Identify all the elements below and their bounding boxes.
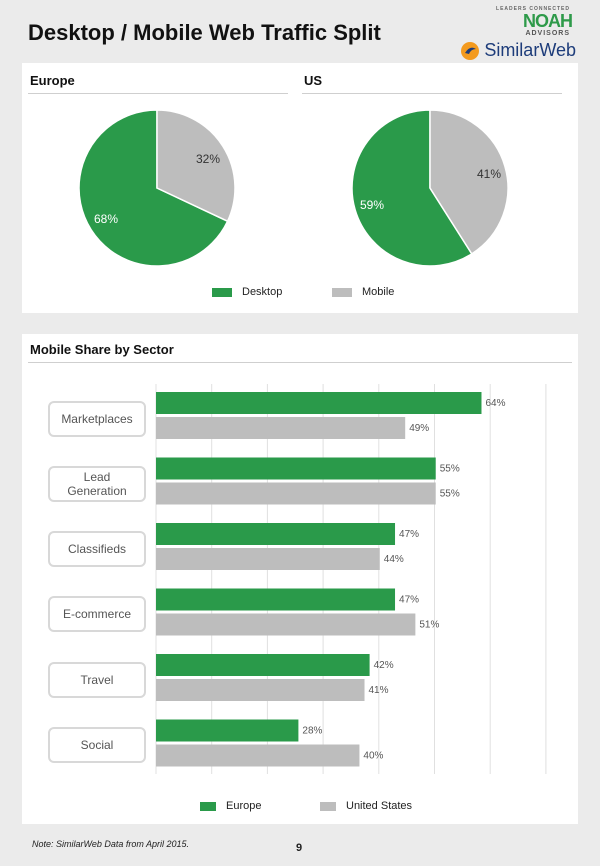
united-states-swatch (320, 801, 336, 811)
legend-desktop: Desktop (212, 286, 282, 298)
bar-europe (156, 719, 299, 742)
bar-value-label: 28% (302, 726, 322, 737)
desktop-swatch (212, 287, 232, 297)
bar-europe (156, 588, 396, 611)
bar-value-label: 42% (374, 660, 394, 671)
bar-value-label: 44% (384, 554, 404, 565)
bar-value-label: 40% (363, 751, 383, 762)
legend-mobile-label: Mobile (362, 286, 395, 298)
us-title: US (304, 73, 323, 88)
bar-united-states (156, 613, 416, 636)
mobile-swatch (332, 287, 352, 297)
bar-united-states (156, 679, 365, 701)
category-label-travel: Travel (48, 662, 146, 698)
legend-united-states-label: United States (346, 800, 413, 812)
source-note: Note: SimilarWeb Data from April 2015. (32, 839, 190, 849)
us-mobile-slice (429, 109, 509, 255)
bar-united-states (156, 482, 436, 505)
page-title: Desktop / Mobile Web Traffic Split (28, 20, 381, 45)
legend-europe-label: Europe (226, 800, 262, 812)
bar-europe (156, 523, 396, 545)
legend-united-states: United States (320, 800, 412, 812)
legend-europe: Europe (200, 800, 261, 812)
bar-value-label: 55% (440, 464, 460, 475)
similarweb-logo: SimilarWeb (460, 40, 576, 61)
sector-chart-title: Mobile Share by Sector (30, 342, 174, 357)
us-pie-chart (351, 109, 509, 267)
us-desktop-slice (351, 109, 473, 267)
europe-mobile-slice (156, 109, 236, 223)
category-label-marketplaces: Marketplaces (48, 401, 146, 437)
europe-pie-chart (78, 109, 236, 267)
category-label-lead-generation: Lead Generation (48, 466, 146, 502)
sector-underline (28, 362, 572, 363)
bar-united-states (156, 548, 380, 570)
europe-underline (28, 93, 288, 94)
category-label-social: Social (48, 727, 146, 763)
bar-value-label: 51% (419, 620, 439, 631)
category-label-ecommerce: E-commerce (48, 596, 146, 632)
similarweb-icon (461, 41, 480, 60)
legend-desktop-label: Desktop (242, 286, 283, 298)
bar-united-states (156, 744, 360, 767)
traffic-split-panel: Europe US 68% 32% 59% 41% Desktop Mobile (22, 63, 578, 313)
bar-europe (156, 457, 436, 480)
europe-desktop-label: 68% (94, 212, 119, 226)
europe-desktop-slice (78, 109, 229, 267)
noah-tagline: LEADERS CONNECTED (496, 6, 570, 12)
bar-value-label: 41% (369, 685, 389, 696)
legend-mobile: Mobile (332, 286, 394, 298)
logo-area: LEADERS CONNECTED NOAH ADVISORS SimilarW… (446, 6, 576, 62)
bar-value-label: 55% (440, 489, 460, 500)
similarweb-wordmark: SimilarWeb (484, 40, 576, 60)
europe-title: Europe (30, 73, 75, 88)
us-underline (302, 93, 562, 94)
bar-value-label: 47% (399, 595, 419, 606)
bar-united-states (156, 417, 406, 439)
category-label-classifieds: Classifieds (48, 531, 146, 567)
europe-mobile-label: 32% (196, 152, 221, 166)
noah-logo: NOAH (523, 11, 573, 31)
bar-europe (156, 392, 482, 414)
sector-bar-chart: 64% 49% 55% 55% 47% 44% 47% 51% 42% 41% 28% 40% (155, 384, 547, 774)
sector-panel: Mobile Share by Sector Marketplaces Lead… (22, 334, 578, 824)
bar-value-label: 49% (409, 423, 429, 434)
bar-europe (156, 654, 370, 676)
us-mobile-label: 41% (477, 167, 502, 181)
us-desktop-label: 59% (360, 198, 385, 212)
bar-value-label: 47% (399, 529, 419, 540)
noah-advisors-label: ADVISORS (525, 30, 570, 37)
europe-swatch (200, 801, 216, 811)
bar-value-label: 64% (485, 398, 505, 409)
page-number: 9 (296, 842, 303, 854)
